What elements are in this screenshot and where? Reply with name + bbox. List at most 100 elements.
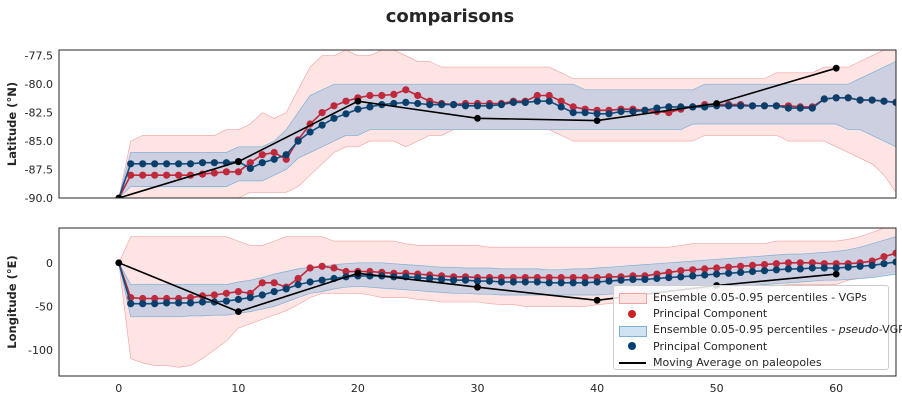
x-tick-label: 60 xyxy=(829,382,843,395)
latitude-vgp-principal-point xyxy=(318,109,326,117)
latitude-pseudo-principal-point xyxy=(844,94,852,102)
legend-label: Principal Component xyxy=(653,307,768,321)
legend-label: Principal Component xyxy=(653,339,768,353)
latitude-moving-average-point xyxy=(354,97,362,105)
longitude-pseudo-principal-point xyxy=(306,278,314,286)
longitude-axis-label: Longitude (°E) xyxy=(5,255,19,348)
latitude-pseudo-principal-point xyxy=(820,95,828,103)
latitude-pseudo-principal-point xyxy=(342,110,350,118)
longitude-moving-average-point xyxy=(235,308,242,315)
latitude-pseudo-principal-point xyxy=(497,101,505,109)
longitude-vgp-principal-point xyxy=(808,259,816,267)
latitude-pseudo-principal-point xyxy=(186,160,195,168)
legend-item-vgp-pc: Principal Component xyxy=(619,305,883,321)
longitude-vgp-principal-point xyxy=(796,259,804,267)
longitude-pseudo-principal-point xyxy=(880,260,888,268)
longitude-pseudo-principal-point xyxy=(163,299,171,307)
longitude-vgp-principal-point xyxy=(258,279,266,287)
latitude-pseudo-principal-point xyxy=(856,96,864,104)
latitude-pseudo-principal-point xyxy=(641,106,649,114)
longitude-vgp-principal-point xyxy=(306,264,314,272)
longitude-vgp-principal-point xyxy=(342,267,350,276)
latitude-vgp-principal-point xyxy=(533,91,541,100)
longitude-vgp-principal-point xyxy=(270,279,278,287)
longitude-moving-average-point xyxy=(832,270,840,278)
legend-label: Moving Average on paleopoles xyxy=(653,356,822,370)
longitude-axes-frame xyxy=(58,227,897,377)
x-tick-label: 50 xyxy=(710,382,724,395)
latitude-vgp-principal-point xyxy=(414,91,422,100)
latitude-moving-average-point xyxy=(832,64,840,72)
longitude-pseudo-principal-point xyxy=(294,281,302,289)
longitude-moving-average-point xyxy=(593,296,601,304)
latitude-pseudo-principal-point xyxy=(748,102,757,110)
latitude-pseudo-principal-point xyxy=(880,97,888,105)
longitude-pseudo-principal-point xyxy=(258,291,266,299)
latitude-moving-average-point xyxy=(713,100,720,107)
longitude-pseudo-principal-point xyxy=(521,278,529,286)
latitude-moving-average-point xyxy=(593,117,601,124)
longitude-pseudo-principal-point xyxy=(593,278,601,286)
latitude-pseudo-principal-point xyxy=(545,97,553,105)
latitude-pseudo-principal-point xyxy=(438,101,446,109)
longitude-pseudo-principal-point xyxy=(808,264,816,272)
figure-title: comparisons xyxy=(386,6,514,27)
longitude-vgp-principal-point xyxy=(677,267,685,275)
latitude-pseudo-principal-point xyxy=(605,110,613,118)
legend-moving-average-line xyxy=(619,361,646,364)
latitude-pseudo-principal-point xyxy=(569,109,577,117)
longitude-pseudo-principal-point xyxy=(760,267,769,275)
longitude-pseudo-principal-point xyxy=(665,274,673,282)
longitude-vgp-principal-point xyxy=(725,263,733,271)
latitude-pseudo-principal-point xyxy=(318,121,326,129)
longitude-pseudo-principal-point xyxy=(725,269,733,277)
latitude-pseudo-principal-point xyxy=(593,110,601,118)
longitude-pseudo-principal-point xyxy=(557,279,565,287)
latitude-pseudo-principal-point xyxy=(258,159,266,167)
latitude-pseudo-principal-point xyxy=(796,104,804,112)
latitude-pseudo-vgp-percentile-band xyxy=(118,61,896,198)
longitude-pseudo-principal-point xyxy=(246,294,254,302)
latitude-pseudo-principal-point xyxy=(294,137,302,145)
longitude-pseudo-principal-point xyxy=(139,300,147,308)
latitude-vgp-principal-point xyxy=(222,168,230,176)
latitude-pseudo-principal-point xyxy=(485,102,494,110)
latitude-pseudo-principal-point xyxy=(629,107,637,116)
latitude-vgp-principal-point xyxy=(175,171,183,179)
latitude-pseudo-principal-point xyxy=(163,160,171,168)
longitude-pseudo-principal-point xyxy=(485,277,494,285)
longitude-pseudo-principal-point xyxy=(581,279,589,287)
latitude-y-tick-label: -85.0 xyxy=(25,135,53,148)
legend-item-moving-average: Moving Average on paleopoles xyxy=(619,355,883,371)
longitude-pseudo-principal-point xyxy=(198,298,207,306)
latitude-pseudo-principal-point xyxy=(282,151,290,159)
longitude-vgp-principal-point xyxy=(772,260,781,268)
legend-label: Ensemble 0.05-0.95 percentiles - VGPs xyxy=(653,290,867,304)
longitude-vgp-principal-point xyxy=(186,294,195,302)
longitude-pseudo-principal-point xyxy=(689,272,697,280)
legend-item-pseudo-band: Ensemble 0.05-0.95 percentiles - pseudo-… xyxy=(619,322,902,338)
latitude-pseudo-principal-point xyxy=(617,107,625,116)
longitude-pseudo-principal-point xyxy=(438,275,446,283)
longitude-moving-average-point xyxy=(115,259,123,267)
latitude-pseudo-principal-point xyxy=(581,109,589,117)
latitude-pseudo-principal-point xyxy=(808,104,816,112)
latitude-vgp-principal-point xyxy=(234,168,242,176)
latitude-pseudo-principal-point xyxy=(461,102,470,110)
chart-legend: Ensemble 0.05-0.95 percentiles - VGPs Pr… xyxy=(613,285,902,371)
latitude-vgp-principal-point xyxy=(402,86,410,94)
latitude-y-tick-label: -77.5 xyxy=(25,50,53,63)
longitude-moving-average-point xyxy=(474,283,481,291)
longitude-vgp-principal-point xyxy=(210,291,218,299)
longitude-pseudo-principal-point xyxy=(677,273,685,281)
longitude-pseudo-principal-point xyxy=(175,299,183,307)
latitude-pseudo-principal-point xyxy=(832,94,840,102)
longitude-pseudo-principal-point xyxy=(772,266,781,274)
latitude-panel: -90.0 -87.5 -85.0 -82.5 -80.0 -77.5 Latitude … xyxy=(5,49,897,205)
latitude-pseudo-principal-point xyxy=(127,160,135,168)
longitude-vgp-principal-point xyxy=(748,261,757,269)
latitude-vgp-principal-point xyxy=(270,148,278,157)
longitude-vgp-principal-point xyxy=(139,294,147,303)
latitude-pseudo-principal-point xyxy=(450,101,458,109)
